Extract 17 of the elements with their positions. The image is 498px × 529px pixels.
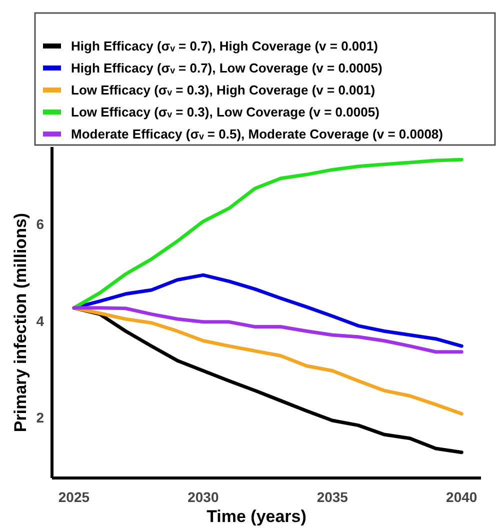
legend-label: High Efficacy (σᵥ = 0.7), High Coverage (v = 0.001)	[71, 38, 378, 54]
y-axis-title: Primary infection (millions)	[11, 212, 30, 432]
x-tick-label: 2025	[58, 489, 90, 505]
legend-label: Moderate Efficacy (σᵥ = 0.5), Moderate Coverage (v = 0.0008)	[71, 126, 443, 142]
x-tick-label: 2035	[316, 489, 348, 505]
line-series	[72, 158, 464, 310]
x-axis-title: Time (years)	[206, 507, 306, 526]
line-series	[72, 306, 464, 354]
x-tick-label: 2030	[188, 489, 219, 505]
y-tick-label: 2	[36, 410, 44, 426]
x-tick-label: 2040	[446, 489, 478, 505]
legend-label: Low Efficacy (σᵥ = 0.3), High Coverage (v = 0.001)	[71, 82, 376, 98]
legend-label: High Efficacy (σᵥ = 0.7), Low Coverage (v = 0.0005)	[71, 60, 382, 76]
y-tick-label: 6	[36, 216, 44, 232]
y-tick-label: 4	[36, 312, 44, 329]
line-series	[72, 306, 464, 416]
legend-label: Low Efficacy (σᵥ = 0.3), Low Coverage (v = 0.0005)	[71, 104, 380, 120]
